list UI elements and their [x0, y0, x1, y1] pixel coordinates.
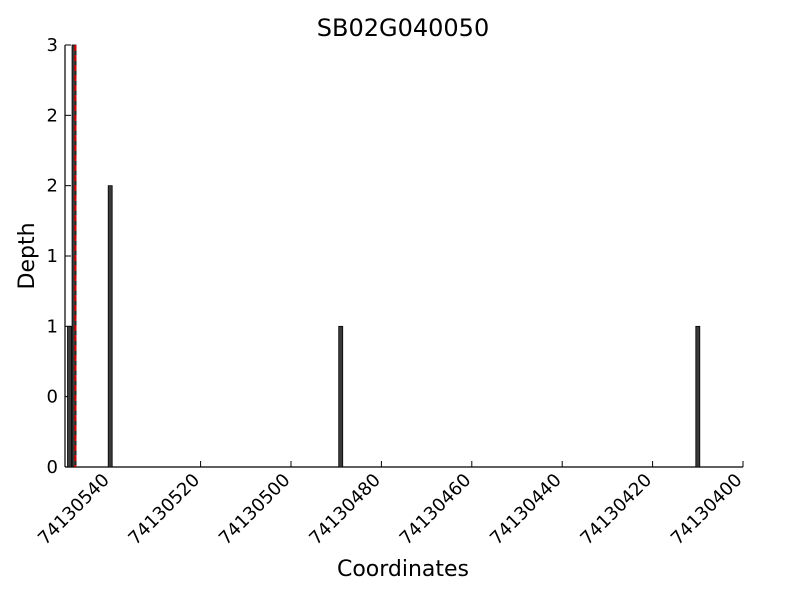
- x-tick-label: 74130460: [396, 470, 476, 550]
- depth-bar: [338, 325, 344, 468]
- x-tick-label: 74130500: [215, 470, 295, 550]
- y-tick-label: 2: [47, 105, 58, 126]
- y-axis-label: Depth: [15, 222, 40, 289]
- y-tick-label: 2: [47, 176, 58, 197]
- x-tick-label: 74130440: [486, 470, 566, 550]
- x-tick-label: 74130400: [667, 470, 747, 550]
- depth-bar: [67, 325, 72, 468]
- y-tick-label: 0: [47, 387, 58, 408]
- depth-bar: [695, 325, 701, 468]
- x-tick-label: 74130540: [34, 470, 114, 550]
- y-tick-label: 1: [47, 246, 58, 267]
- x-tick-label: 74130520: [124, 470, 204, 550]
- x-tick-label: 74130420: [576, 470, 656, 550]
- depth-bar: [107, 185, 113, 468]
- y-tick-label: 0: [47, 457, 58, 478]
- x-tick-label: 74130480: [305, 470, 385, 550]
- y-tick-label: 3: [47, 35, 58, 56]
- chart-title: SB02G040050: [317, 14, 489, 42]
- x-axis-label: Coordinates: [337, 557, 469, 582]
- y-tick-label: 1: [47, 316, 58, 337]
